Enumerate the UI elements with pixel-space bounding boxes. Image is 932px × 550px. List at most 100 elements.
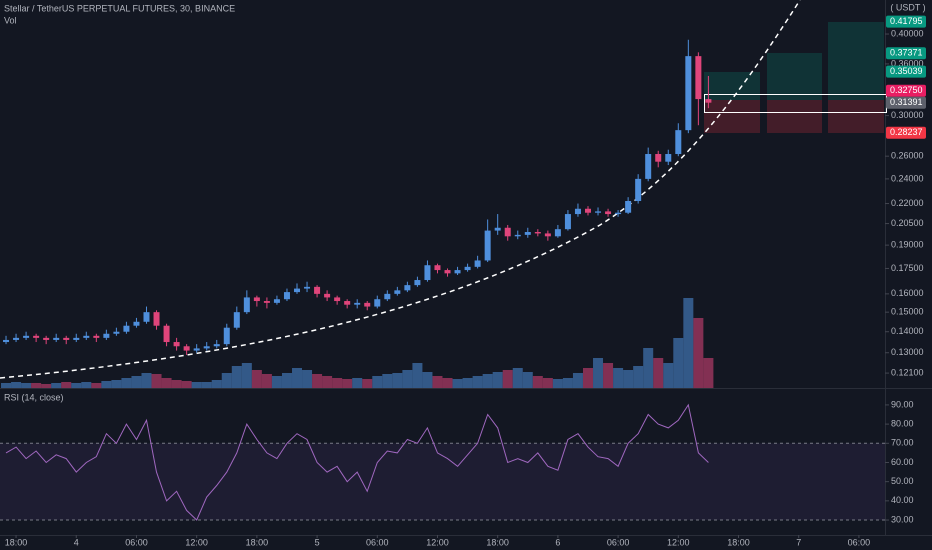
candle-body bbox=[464, 266, 471, 271]
volume-bar bbox=[211, 380, 222, 388]
candle-body bbox=[454, 270, 461, 274]
volume-bar bbox=[241, 363, 252, 388]
candle-body bbox=[605, 211, 612, 215]
volume-bar bbox=[452, 379, 463, 388]
volume-bar bbox=[292, 368, 303, 388]
y-tick-label: 0.16000 bbox=[891, 288, 924, 298]
candle-body bbox=[685, 56, 692, 131]
x-tick-label: 5 bbox=[315, 537, 320, 547]
loss-zone bbox=[828, 100, 884, 133]
candle-body bbox=[484, 230, 491, 261]
volume-bar bbox=[492, 372, 503, 388]
volume-bar bbox=[593, 358, 604, 388]
candle-body bbox=[705, 99, 712, 103]
volume-bar bbox=[412, 363, 423, 388]
plot: 0.12100 0.13000 0.14000 0.15000 0.16000 0.175… bbox=[0, 15, 926, 547]
volume-bar bbox=[482, 374, 493, 388]
candle-body bbox=[615, 212, 622, 215]
volume-bar bbox=[231, 366, 242, 388]
y-tick-label: 40.00 bbox=[891, 495, 914, 505]
candle-body bbox=[665, 154, 672, 162]
rsi-line bbox=[5, 403, 709, 521]
candle-body bbox=[23, 335, 30, 338]
volume-bar bbox=[362, 379, 373, 388]
candle-body bbox=[645, 154, 652, 179]
volume-bar bbox=[51, 383, 62, 388]
volume-bar bbox=[552, 379, 563, 388]
price-label: 0.32750 bbox=[890, 85, 923, 95]
candle-body bbox=[83, 335, 90, 338]
volume-bar bbox=[332, 378, 343, 388]
volume-bar bbox=[502, 370, 513, 388]
volume-bar bbox=[201, 382, 212, 388]
volume-bar bbox=[613, 368, 624, 388]
candle-body bbox=[584, 208, 591, 213]
candle-body bbox=[344, 301, 351, 305]
candle-body bbox=[675, 130, 682, 155]
candle-body bbox=[514, 234, 521, 237]
candle-body bbox=[283, 292, 290, 300]
volume-bar bbox=[121, 378, 132, 388]
loss-zone bbox=[767, 100, 822, 133]
volume-bar bbox=[572, 373, 583, 388]
y-tick-label: 0.12100 bbox=[891, 367, 924, 377]
candle-body bbox=[123, 325, 130, 332]
price-label-bg bbox=[886, 65, 926, 78]
candle-body bbox=[223, 327, 230, 345]
volume-bar bbox=[532, 376, 543, 388]
price-label-bg bbox=[886, 15, 926, 28]
x-tick-label: 4 bbox=[74, 537, 79, 547]
volume-bar bbox=[673, 338, 684, 388]
candle-body bbox=[183, 346, 190, 351]
volume-bar bbox=[221, 373, 232, 388]
candle-body bbox=[193, 348, 200, 351]
candle-body bbox=[534, 232, 541, 234]
volume-bar bbox=[111, 380, 122, 388]
volume-bar bbox=[131, 376, 142, 388]
volume-bar bbox=[91, 383, 102, 388]
volume-bar bbox=[271, 376, 282, 388]
volume-bar bbox=[101, 381, 112, 388]
volume-bar bbox=[643, 348, 654, 388]
volume-bar bbox=[683, 298, 694, 388]
candle-body bbox=[53, 337, 60, 340]
position-tool bbox=[704, 22, 887, 133]
candle-body bbox=[203, 346, 210, 349]
x-tick-label: 7 bbox=[796, 537, 801, 547]
volume-bar bbox=[623, 370, 634, 388]
volume-bar bbox=[522, 372, 533, 388]
volume-bar bbox=[422, 372, 433, 388]
y-tick-label: 0.14000 bbox=[891, 326, 924, 336]
volume-bar bbox=[41, 384, 52, 388]
volume-bar bbox=[472, 376, 483, 388]
candle-body bbox=[564, 214, 571, 230]
price-label-bg bbox=[886, 47, 926, 60]
x-tick-label: 12:00 bbox=[185, 537, 208, 547]
profit-zone bbox=[704, 72, 760, 100]
volume-bar bbox=[171, 380, 182, 388]
volume-bar bbox=[21, 383, 32, 388]
y-tick-label: 0.15000 bbox=[891, 307, 924, 317]
candle-body bbox=[233, 312, 240, 328]
volume-bar bbox=[312, 374, 323, 388]
candle-body bbox=[504, 227, 511, 237]
trend-curve bbox=[0, 0, 801, 379]
volume-bar bbox=[191, 382, 202, 388]
price-label: 0.28237 bbox=[890, 127, 923, 137]
chart-title: Stellar / TetherUS PERPETUAL FUTURES, 30… bbox=[4, 3, 235, 13]
x-tick-label: 18:00 bbox=[486, 537, 509, 547]
x-tick-label: 06:00 bbox=[607, 537, 630, 547]
volume-bar bbox=[181, 381, 192, 388]
candle-body bbox=[474, 260, 481, 267]
volume-bar bbox=[81, 382, 92, 388]
x-tick-label: 12:00 bbox=[667, 537, 690, 547]
volume-bar bbox=[1, 383, 12, 388]
candle-body bbox=[43, 337, 50, 340]
candle-body bbox=[384, 293, 391, 300]
x-tick-label: 18:00 bbox=[5, 537, 28, 547]
volume-bar bbox=[663, 363, 674, 388]
y-tick-label: 0.20500 bbox=[891, 218, 924, 228]
candle-body bbox=[113, 331, 120, 334]
